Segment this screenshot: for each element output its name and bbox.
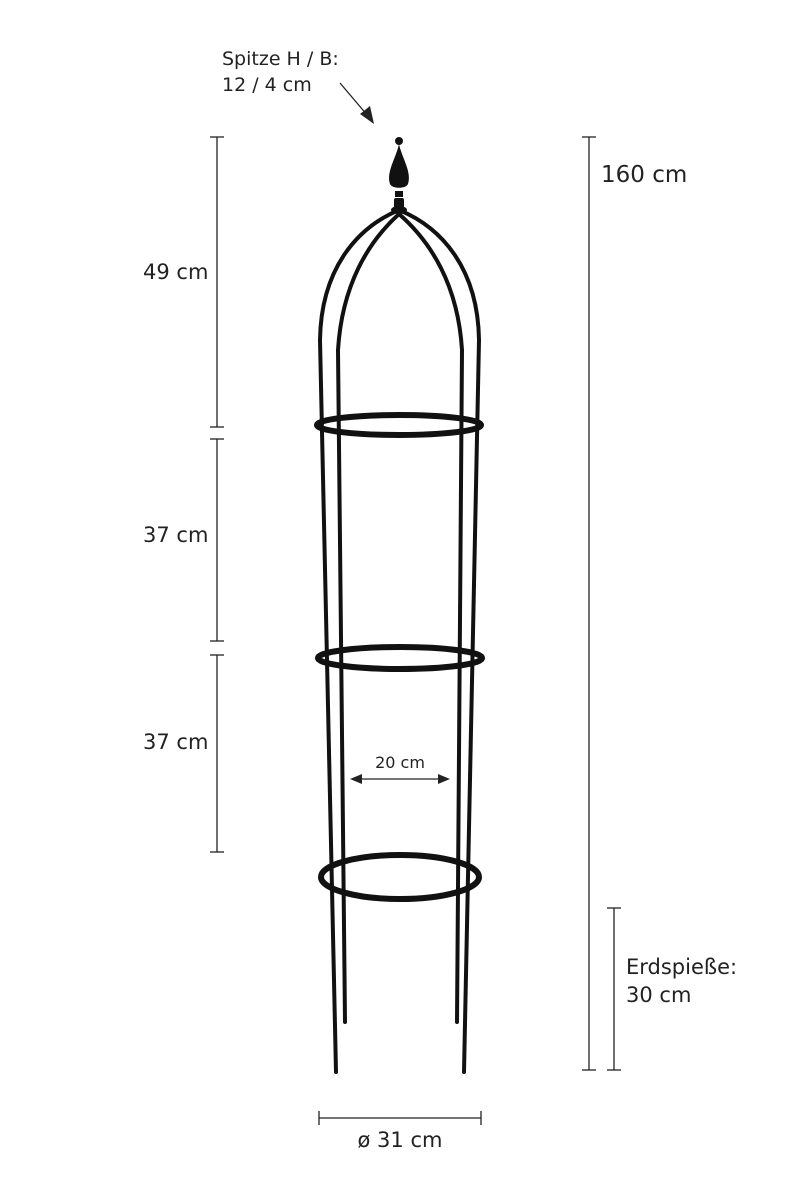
finial-icon bbox=[389, 137, 409, 214]
inner-width-dimension bbox=[350, 774, 450, 784]
diameter-label: ø 31 cm bbox=[358, 1128, 443, 1152]
total-height-dimension bbox=[582, 136, 596, 1071]
diameter-dimension bbox=[318, 1111, 482, 1125]
inner-width-label: 20 cm bbox=[375, 753, 425, 772]
segment-middle-label: 37 cm bbox=[143, 523, 208, 547]
ground-spikes-label-line2: 30 cm bbox=[626, 983, 691, 1007]
tip-label-line2: 12 / 4 cm bbox=[222, 74, 312, 96]
tip-arrow bbox=[339, 82, 374, 124]
tip-label-line1: Spitze H / B: bbox=[222, 48, 339, 70]
segment-top-label: 49 cm bbox=[143, 260, 208, 284]
total-height-label: 160 cm bbox=[601, 162, 687, 188]
obelisk-frame bbox=[317, 208, 482, 1074]
segment-bottom-label: 37 cm bbox=[143, 730, 208, 754]
ring-middle bbox=[315, 644, 485, 672]
ring-bottom bbox=[318, 852, 482, 902]
ground-spikes-label-line1: Erdspieße: bbox=[626, 955, 737, 979]
segment-bottom-dimension bbox=[210, 654, 224, 853]
segment-middle-dimension bbox=[210, 438, 224, 642]
ring-top bbox=[314, 412, 484, 438]
segment-top-dimension bbox=[210, 136, 224, 428]
ground-spikes-dimension bbox=[607, 907, 621, 1071]
